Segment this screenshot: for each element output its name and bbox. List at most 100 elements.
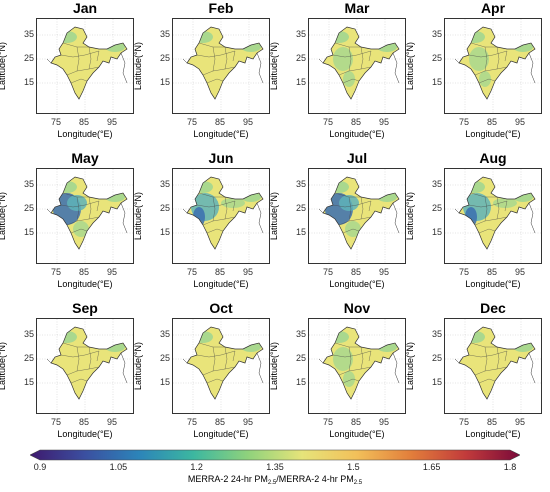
map-panel-feb: Feb 35 25 15 75 85 95 Longitude(°E) Latitude(°N) xyxy=(133,0,270,150)
y-axis-label: Latitude(°N) xyxy=(269,41,279,91)
x-axis-label: Longitude(°E) xyxy=(329,429,385,439)
panel-title: Jun xyxy=(208,150,234,166)
map-panel-jan: Jan 35 25 15 75 85 95 Longitude(°E) Latitude(°N) xyxy=(0,0,134,150)
india-map xyxy=(37,19,133,113)
x-tick-label: 95 xyxy=(378,417,389,427)
y-tick-label: 35 xyxy=(431,329,442,339)
y-tick-label: 15 xyxy=(295,377,306,387)
india-map xyxy=(37,319,133,413)
x-tick-label: 85 xyxy=(350,117,361,127)
map-plot-area xyxy=(308,318,406,414)
x-tick-label: 95 xyxy=(514,117,525,127)
panel-title: Oct xyxy=(209,300,233,316)
x-tick-label: 75 xyxy=(322,117,333,127)
y-tick-label: 35 xyxy=(23,179,34,189)
y-tick-label: 35 xyxy=(431,29,442,39)
monthly-map-grid: Jan 35 25 15 75 85 95 Longitude(°E) Latitude(°N)… xyxy=(0,0,542,450)
x-tick-label: 85 xyxy=(486,417,497,427)
x-tick-label: 95 xyxy=(242,267,253,277)
y-tick-label: 15 xyxy=(431,227,442,237)
map-plot-area xyxy=(444,18,542,114)
x-axis-label: Longitude(°E) xyxy=(193,129,249,139)
x-tick-label: 95 xyxy=(106,267,117,277)
y-axis-label: Latitude(°N) xyxy=(269,341,279,391)
colorbar-tick-label: 1.35 xyxy=(266,462,284,472)
india-map xyxy=(173,19,269,113)
x-tick-label: 75 xyxy=(186,117,197,127)
x-tick-label: 75 xyxy=(322,417,333,427)
map-plot-area xyxy=(36,318,134,414)
y-tick-label: 15 xyxy=(431,377,442,387)
y-axis-label: Latitude(°N) xyxy=(405,191,415,241)
y-tick-label: 25 xyxy=(159,53,170,63)
map-panel-apr: Apr 35 25 15 75 85 95 Longitude(°E) Latitude(°N) xyxy=(405,0,542,150)
x-tick-label: 85 xyxy=(214,267,225,277)
panel-title: Jul xyxy=(346,150,368,166)
y-tick-label: 15 xyxy=(23,377,34,387)
x-tick-label: 95 xyxy=(242,417,253,427)
y-tick-label: 25 xyxy=(295,203,306,213)
x-tick-label: 95 xyxy=(242,117,253,127)
x-axis-label: Longitude(°E) xyxy=(193,429,249,439)
x-tick-label: 85 xyxy=(78,417,89,427)
panel-title: Aug xyxy=(479,150,507,166)
y-axis-label: Latitude(°N) xyxy=(133,41,143,91)
x-axis-label: Longitude(°E) xyxy=(57,429,113,439)
y-tick-label: 35 xyxy=(159,179,170,189)
y-tick-label: 15 xyxy=(295,77,306,87)
y-tick-label: 25 xyxy=(159,203,170,213)
x-axis-label: Longitude(°E) xyxy=(465,429,521,439)
colorbar-tick-label: 1.05 xyxy=(109,462,128,472)
y-tick-label: 35 xyxy=(295,329,306,339)
map-plot-area xyxy=(172,18,270,114)
y-axis-label: Latitude(°N) xyxy=(133,191,143,241)
map-plot-area xyxy=(36,168,134,264)
y-axis-label: Latitude(°N) xyxy=(0,41,7,91)
map-plot-area xyxy=(172,318,270,414)
india-map xyxy=(37,169,133,263)
india-map xyxy=(309,169,405,263)
y-tick-label: 25 xyxy=(23,203,34,213)
y-tick-label: 35 xyxy=(159,29,170,39)
india-map xyxy=(173,319,269,413)
x-tick-label: 75 xyxy=(50,117,61,127)
y-axis-label: Latitude(°N) xyxy=(269,191,279,241)
x-axis-label: Longitude(°E) xyxy=(57,279,113,289)
map-panel-jul: Jul 35 25 15 75 85 95 Longitude(°E) Latitude(°N) xyxy=(269,150,406,300)
map-plot-area xyxy=(308,18,406,114)
colorbar-tick-label: 1.65 xyxy=(422,462,441,472)
colorbar-tick-label: 1.2 xyxy=(190,462,203,472)
x-tick-label: 75 xyxy=(322,267,333,277)
x-axis-label: Longitude(°E) xyxy=(193,279,249,289)
y-axis-label: Latitude(°N) xyxy=(405,341,415,391)
india-map xyxy=(445,19,541,113)
y-tick-label: 35 xyxy=(431,179,442,189)
x-axis-label: Longitude(°E) xyxy=(57,129,113,139)
x-tick-label: 85 xyxy=(350,417,361,427)
x-tick-label: 75 xyxy=(50,417,61,427)
x-tick-label: 95 xyxy=(378,267,389,277)
india-map xyxy=(309,319,405,413)
y-tick-label: 25 xyxy=(295,53,306,63)
x-tick-label: 75 xyxy=(458,417,469,427)
colorbar-tick-label: 1.5 xyxy=(347,462,360,472)
x-tick-label: 75 xyxy=(186,267,197,277)
map-panel-aug: Aug 35 25 15 75 85 95 Longitude(°E) Latitude(°N) xyxy=(405,150,542,300)
india-map xyxy=(173,169,269,263)
y-tick-label: 35 xyxy=(159,329,170,339)
y-tick-label: 25 xyxy=(23,53,34,63)
panel-title: Mar xyxy=(344,0,370,16)
x-tick-label: 95 xyxy=(106,417,117,427)
y-tick-label: 35 xyxy=(23,29,34,39)
map-panel-mar: Mar 35 25 15 75 85 95 Longitude(°E) Latitude(°N) xyxy=(269,0,406,150)
x-tick-label: 85 xyxy=(350,267,361,277)
x-tick-label: 95 xyxy=(106,117,117,127)
y-tick-label: 25 xyxy=(431,53,442,63)
panel-title: Dec xyxy=(480,300,506,316)
x-tick-label: 85 xyxy=(486,117,497,127)
y-tick-label: 35 xyxy=(23,329,34,339)
x-tick-label: 75 xyxy=(186,417,197,427)
y-axis-label: Latitude(°N) xyxy=(0,341,7,391)
panel-title: May xyxy=(71,150,99,166)
map-panel-nov: Nov 35 25 15 75 85 95 Longitude(°E) Latitude(°N) xyxy=(269,300,406,450)
